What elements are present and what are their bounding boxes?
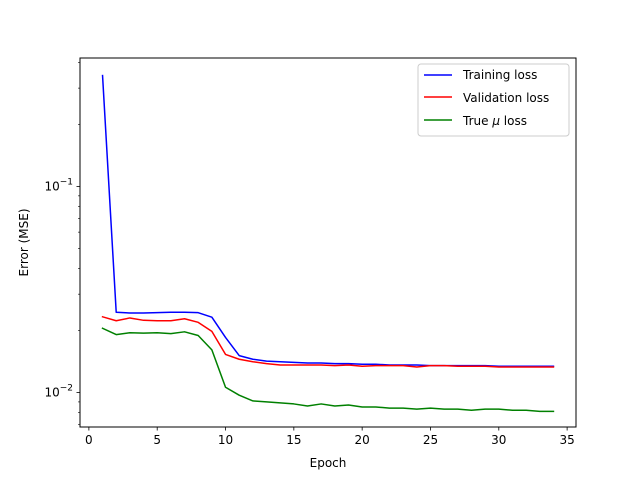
y-axis-label: Error (MSE)	[17, 209, 31, 277]
x-tick-label: 10	[218, 433, 233, 447]
x-tick-label: 30	[491, 433, 506, 447]
x-tick-label: 35	[559, 433, 574, 447]
x-tick-label: 5	[153, 433, 161, 447]
legend-label-validation-loss: Validation loss	[463, 91, 549, 105]
x-tick-label: 15	[286, 433, 301, 447]
y-tick-label: 10−2	[44, 383, 73, 399]
y-tick-label: 10−1	[44, 177, 73, 193]
x-tick-label: 25	[423, 433, 438, 447]
legend: Training loss Validation loss True μ los…	[417, 63, 570, 137]
legend-label-mu-symbol: μ	[491, 114, 500, 128]
x-axis-label: Epoch	[310, 456, 347, 470]
legend-label-true-mu-suffix: loss	[500, 114, 527, 128]
x-tick-label: 0	[85, 433, 93, 447]
axes-frame	[79, 57, 577, 428]
y-axis-ticks: 10−2 10−1	[44, 62, 80, 425]
legend-label-true-mu-prefix: True	[462, 114, 492, 128]
legend-box	[417, 63, 570, 137]
series-line-true-mu-loss	[101, 327, 555, 413]
legend-label-true-mu-loss: True μ loss	[462, 114, 527, 128]
series-line-validation-loss	[101, 315, 555, 368]
x-tick-label: 20	[355, 433, 370, 447]
legend-label-training-loss: Training loss	[462, 68, 537, 82]
series-layer	[101, 74, 555, 413]
x-axis-ticks: 0 5 10 15 20 25 30 35	[85, 427, 575, 447]
